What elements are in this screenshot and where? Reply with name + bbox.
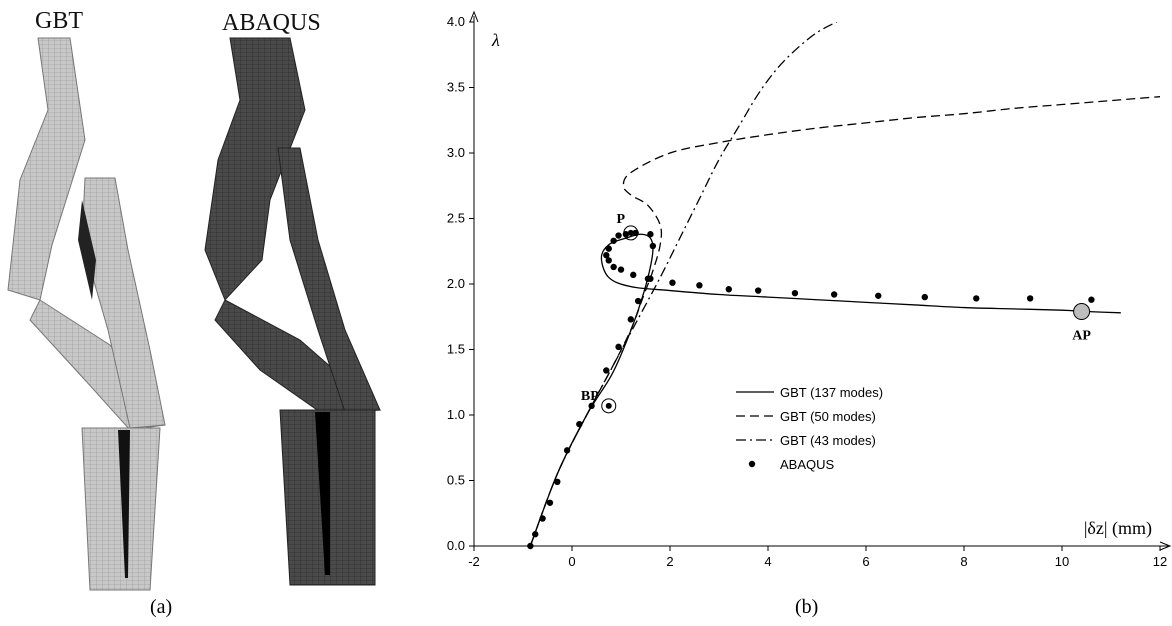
gbt-deformed-shape — [7, 37, 166, 591]
abaqus-point — [647, 231, 654, 238]
abaqus-point — [755, 287, 762, 294]
abaqus-point — [973, 295, 980, 302]
abaqus-point — [725, 286, 732, 293]
annotation-marker-p — [623, 225, 639, 241]
abaqus-point — [576, 420, 583, 428]
series-line-dash-dot — [529, 22, 837, 546]
y-tick-label: 0.0 — [447, 538, 465, 553]
abaqus-point — [554, 478, 561, 486]
panel-b-label: (b) — [795, 596, 819, 618]
abaqus-point — [605, 257, 612, 264]
abaqus-point — [696, 282, 703, 289]
abaqus-point — [563, 447, 571, 454]
abaqus-point — [603, 367, 610, 374]
x-tick-label: 4 — [764, 554, 771, 569]
y-axis-title: λ — [491, 30, 500, 50]
x-tick-label: 10 — [1055, 554, 1069, 569]
abaqus-point — [1026, 295, 1034, 302]
abaqus-point — [610, 263, 617, 271]
abaqus-mesh-back-flange — [277, 147, 381, 413]
gbt-shadow — [118, 430, 130, 578]
x-tick-label: 8 — [960, 554, 967, 569]
gbt-shadow-mid — [78, 200, 96, 300]
legend-label: GBT (50 modes) — [780, 409, 876, 424]
deformed-shapes-panel — [7, 37, 382, 591]
x-axis-title: |δz| (mm) — [1084, 518, 1152, 539]
chart-legend: GBT (137 modes) GBT (50 modes) GBT (43 mod… — [736, 385, 883, 472]
series-line-dashed — [529, 96, 1161, 546]
annotation-label-bp: BP — [581, 389, 599, 404]
x-tick-label: 6 — [862, 554, 869, 569]
abaqus-point — [603, 251, 610, 259]
abaqus-mesh-upper-flange — [204, 37, 306, 301]
abaqus-point — [615, 232, 622, 239]
gbt-mesh-lower — [81, 427, 161, 591]
abaqus-point — [532, 531, 539, 538]
y-tick-label: 4.0 — [447, 14, 465, 29]
annotation-marker-bp — [601, 398, 617, 414]
y-tick-label: 0.5 — [447, 473, 465, 488]
panel-a-label: (a) — [150, 596, 173, 618]
abaqus-point — [647, 275, 654, 282]
x-tick-label: 2 — [666, 554, 673, 569]
y-tick-label: 2.0 — [447, 276, 465, 291]
abaqus-title: ABAQUS — [222, 10, 321, 36]
x-tick-label: -2 — [468, 554, 480, 569]
abaqus-shadow — [315, 412, 330, 575]
abaqus-point — [634, 297, 642, 305]
abaqus-point — [630, 271, 637, 279]
legend-swatch — [748, 460, 756, 468]
chart-series — [529, 22, 1161, 546]
x-axis-arrow — [1159, 541, 1172, 551]
legend-label: ABAQUS — [780, 457, 835, 472]
abaqus-point — [875, 292, 882, 299]
y-tick-label: 3.0 — [447, 145, 465, 160]
abaqus-point — [921, 293, 928, 301]
y-axis-arrow — [469, 10, 479, 23]
abaqus-deformed-shape — [204, 37, 382, 586]
abaqus-point — [830, 291, 838, 298]
chart-axes: -2 0 2 4 6 8 10 12 0.0 0.5 1.0 1.5 2.0 2.5 3.0 3.5 4.0 λ |… — [447, 10, 1172, 569]
annotation-dot — [627, 229, 634, 236]
legend-label: GBT (137 modes) — [780, 385, 883, 400]
annotation-label-ap: AP — [1072, 329, 1091, 344]
y-tick-label: 3.5 — [447, 80, 465, 95]
abaqus-point — [588, 402, 595, 410]
abaqus-point — [627, 316, 634, 323]
abaqus-point — [669, 279, 676, 286]
x-tick-label: 0 — [568, 554, 575, 569]
annotation-dot — [605, 402, 612, 409]
abaqus-point — [1088, 296, 1095, 303]
y-tick-label: 1.0 — [447, 407, 465, 422]
legend-label: GBT (43 modes) — [780, 433, 876, 448]
abaqus-point — [649, 242, 657, 250]
annotation-label-p: P — [617, 212, 626, 227]
abaqus-point — [546, 499, 554, 506]
chart-annotations: P BP AP — [581, 212, 1091, 414]
x-tick-label: 12 — [1153, 554, 1167, 569]
abaqus-point — [610, 237, 617, 244]
abaqus-point — [791, 289, 799, 297]
y-tick-label: 2.5 — [447, 211, 465, 226]
abaqus-point — [527, 542, 534, 550]
gbt-title: GBT — [35, 8, 83, 34]
abaqus-point — [617, 266, 625, 273]
y-tick-label: 1.5 — [447, 342, 465, 357]
abaqus-point — [539, 515, 546, 522]
annotation-marker-ap — [1073, 303, 1091, 321]
abaqus-point — [615, 343, 622, 351]
abaqus-point — [605, 245, 612, 252]
